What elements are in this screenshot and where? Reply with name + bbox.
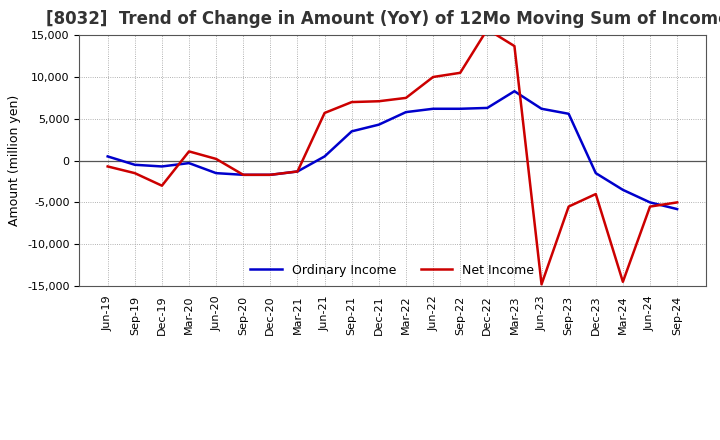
- Net Income: [591, 191, 600, 197]
- Y-axis label: Amount (million yen): Amount (million yen): [9, 95, 22, 226]
- Ordinary Income: [374, 122, 383, 127]
- Ordinary Income: [348, 128, 356, 134]
- Title: [8032]  Trend of Change in Amount (YoY) of 12Mo Moving Sum of Incomes: [8032] Trend of Change in Amount (YoY) o…: [45, 10, 720, 28]
- Ordinary Income: [104, 154, 112, 159]
- Ordinary Income: [456, 106, 464, 111]
- Ordinary Income: [483, 105, 492, 110]
- Net Income: [266, 172, 275, 177]
- Ordinary Income: [239, 172, 248, 177]
- Ordinary Income: [428, 106, 437, 111]
- Line: Net Income: Net Income: [108, 29, 677, 284]
- Net Income: [374, 99, 383, 104]
- Ordinary Income: [320, 154, 329, 159]
- Ordinary Income: [618, 187, 627, 193]
- Ordinary Income: [266, 172, 275, 177]
- Ordinary Income: [537, 106, 546, 111]
- Net Income: [402, 95, 410, 100]
- Ordinary Income: [130, 162, 139, 167]
- Ordinary Income: [402, 110, 410, 115]
- Ordinary Income: [510, 88, 518, 94]
- Net Income: [185, 149, 194, 154]
- Net Income: [348, 99, 356, 105]
- Net Income: [158, 183, 166, 188]
- Ordinary Income: [158, 164, 166, 169]
- Net Income: [104, 164, 112, 169]
- Net Income: [130, 170, 139, 176]
- Ordinary Income: [564, 111, 573, 117]
- Net Income: [564, 204, 573, 209]
- Legend: Ordinary Income, Net Income: Ordinary Income, Net Income: [246, 259, 539, 282]
- Net Income: [456, 70, 464, 75]
- Net Income: [239, 172, 248, 177]
- Net Income: [293, 169, 302, 174]
- Ordinary Income: [212, 170, 220, 176]
- Ordinary Income: [672, 206, 681, 212]
- Net Income: [320, 110, 329, 116]
- Net Income: [510, 44, 518, 49]
- Net Income: [618, 279, 627, 285]
- Net Income: [428, 74, 437, 80]
- Net Income: [212, 156, 220, 161]
- Net Income: [483, 27, 492, 32]
- Ordinary Income: [293, 169, 302, 174]
- Ordinary Income: [591, 170, 600, 176]
- Ordinary Income: [185, 161, 194, 166]
- Net Income: [537, 282, 546, 287]
- Line: Ordinary Income: Ordinary Income: [108, 91, 677, 209]
- Ordinary Income: [646, 200, 654, 205]
- Net Income: [646, 204, 654, 209]
- Net Income: [672, 200, 681, 205]
